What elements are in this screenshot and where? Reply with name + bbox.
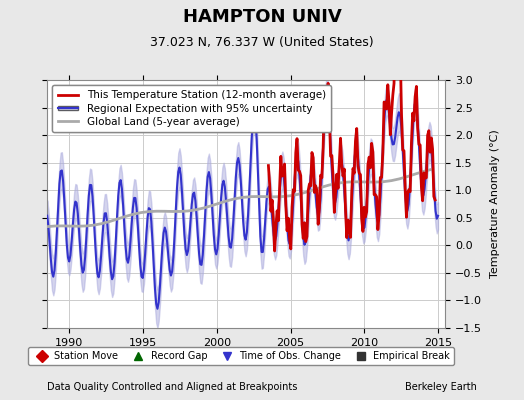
Text: Data Quality Controlled and Aligned at Breakpoints: Data Quality Controlled and Aligned at B… — [47, 382, 298, 392]
Text: HAMPTON UNIV: HAMPTON UNIV — [183, 8, 341, 26]
Legend: This Temperature Station (12-month average), Regional Expectation with 95% uncer: This Temperature Station (12-month avera… — [52, 85, 331, 132]
Legend: Station Move, Record Gap, Time of Obs. Change, Empirical Break: Station Move, Record Gap, Time of Obs. C… — [28, 347, 454, 365]
Text: Berkeley Earth: Berkeley Earth — [405, 382, 477, 392]
Text: 37.023 N, 76.337 W (United States): 37.023 N, 76.337 W (United States) — [150, 36, 374, 49]
Y-axis label: Temperature Anomaly (°C): Temperature Anomaly (°C) — [490, 130, 500, 278]
